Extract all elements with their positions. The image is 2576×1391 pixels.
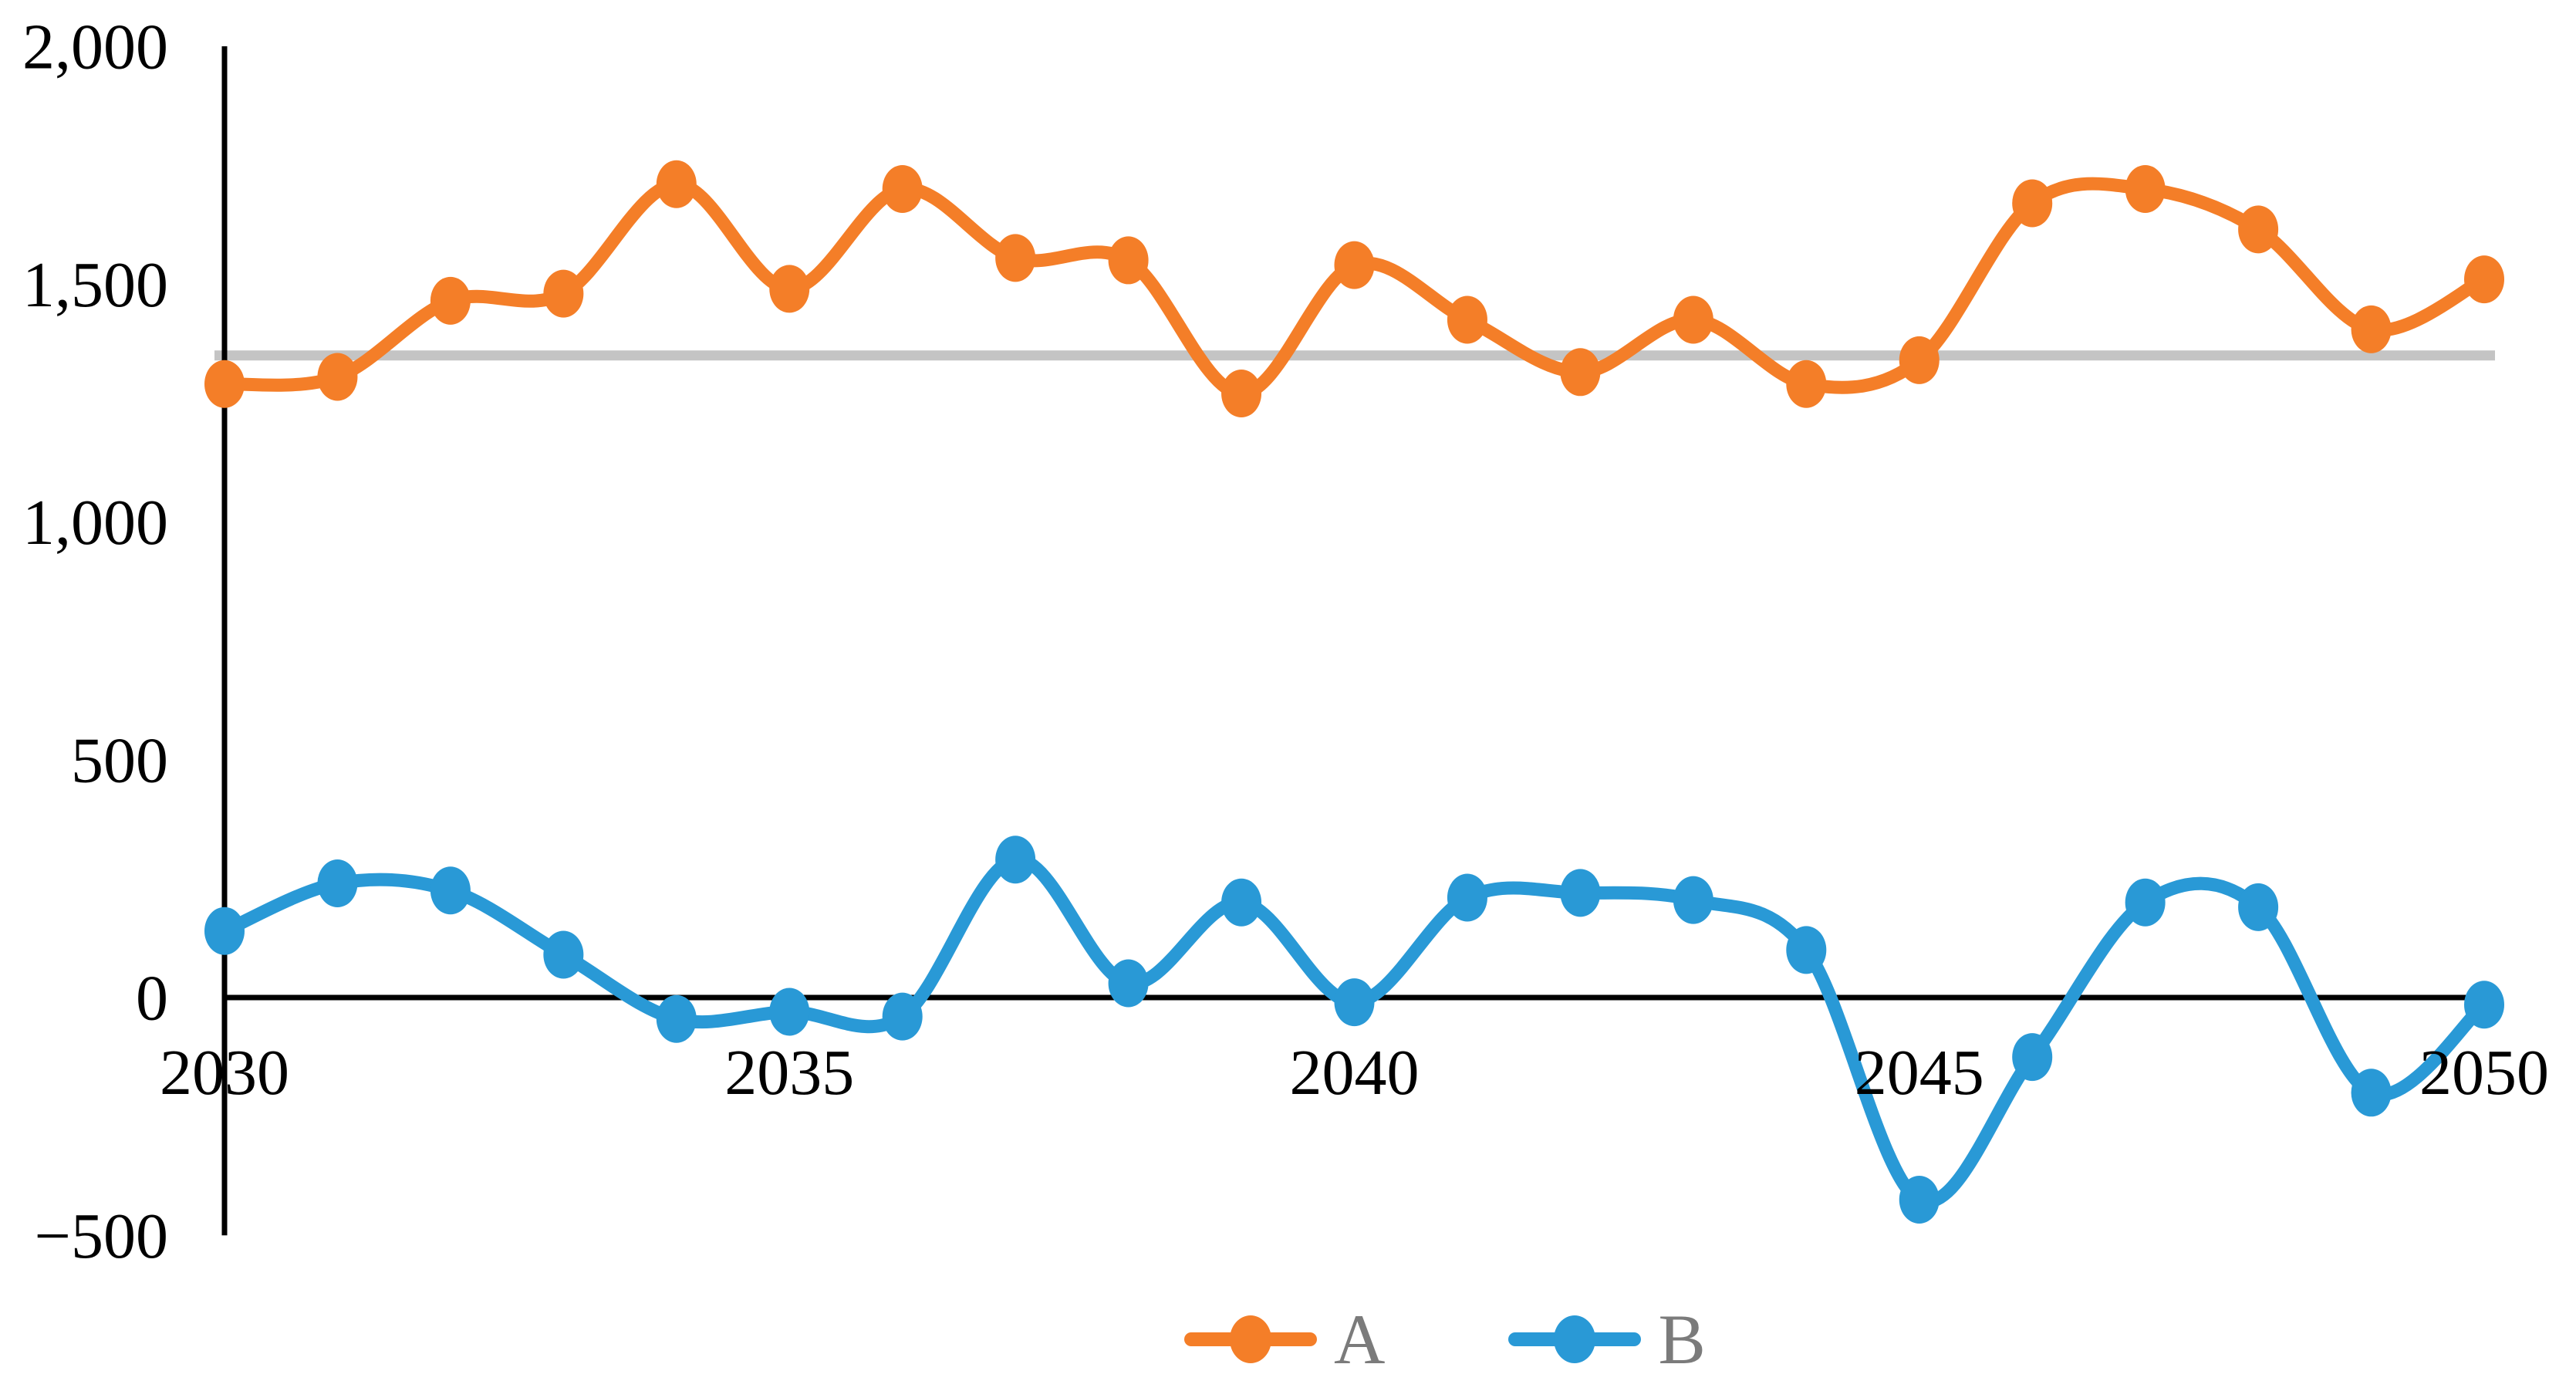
series-A-point	[1447, 295, 1487, 344]
series-B-point	[995, 836, 1036, 884]
series-B-point	[1786, 926, 1827, 974]
series-A-point	[2012, 179, 2053, 228]
series-A-point	[2238, 205, 2279, 254]
series-A-point	[1786, 360, 1827, 408]
legend-item-a: A	[1184, 1304, 1385, 1375]
series-B-point	[769, 988, 810, 1036]
series-A-point	[317, 353, 358, 401]
series-B-point	[204, 907, 245, 955]
series-B-point	[1560, 869, 1601, 917]
series-B-point	[2464, 981, 2504, 1029]
x-tick-label: 2030	[160, 1037, 289, 1109]
series-A-point	[543, 269, 584, 318]
x-tick-label: 2040	[1290, 1037, 1420, 1109]
series-B-point	[1673, 876, 1713, 924]
series-B-point	[317, 859, 358, 908]
series-b-marker-icon	[1508, 1315, 1642, 1363]
series-B-point	[656, 994, 697, 1043]
y-tick-label: 0	[136, 963, 168, 1035]
series-b-point-icon	[1554, 1315, 1596, 1363]
series-A-point	[1560, 348, 1601, 397]
x-tick-label: 2050	[2419, 1037, 2549, 1109]
series-A-point	[1108, 236, 1149, 285]
series-B-point	[1899, 1176, 1940, 1224]
series-A-point	[430, 276, 471, 325]
series-A-point	[2351, 305, 2392, 353]
y-tick-label: 500	[71, 724, 168, 796]
series-B-point	[2125, 878, 2166, 927]
series-B-point	[2351, 1069, 2392, 1117]
series-B-point	[1447, 873, 1487, 922]
series-A-point	[769, 265, 810, 313]
series-A-point	[1899, 336, 1940, 384]
series-B-point	[1108, 959, 1149, 1008]
series-A-line	[218, 177, 2491, 400]
series-A-point	[1334, 241, 1375, 289]
series-B-point	[1334, 978, 1375, 1027]
series-B-point	[543, 930, 584, 979]
series-B-point	[2012, 1033, 2053, 1082]
series-A-point	[995, 234, 1036, 282]
series-B-point	[882, 992, 923, 1041]
series-a-point-icon	[1230, 1315, 1271, 1363]
series-A-point	[1221, 370, 1262, 418]
y-tick-label: 2,000	[22, 12, 168, 83]
series-A-point	[2464, 255, 2504, 304]
legend-label-b: B	[1658, 1300, 1706, 1379]
x-tick-label: 2045	[1855, 1037, 1984, 1109]
series-B-line	[218, 852, 2491, 1208]
y-tick-label: −500	[35, 1200, 168, 1272]
series-A-point	[656, 160, 697, 208]
series-A-point	[882, 164, 923, 213]
series-B-point	[1221, 878, 1262, 927]
series-A-point	[1673, 295, 1713, 344]
series-B-point	[430, 866, 471, 915]
series-B-point	[2238, 883, 2279, 931]
series-a-marker-icon	[1184, 1315, 1317, 1363]
legend-label-a: A	[1334, 1300, 1386, 1379]
series-A-point	[204, 360, 245, 408]
y-tick-label: 1,000	[22, 487, 168, 559]
y-tick-label: 1,500	[22, 249, 168, 321]
x-tick-label: 2035	[724, 1037, 854, 1109]
legend-item-b: B	[1508, 1300, 1706, 1379]
series-A-point	[2125, 164, 2166, 213]
legend: A B	[1184, 1302, 1706, 1376]
